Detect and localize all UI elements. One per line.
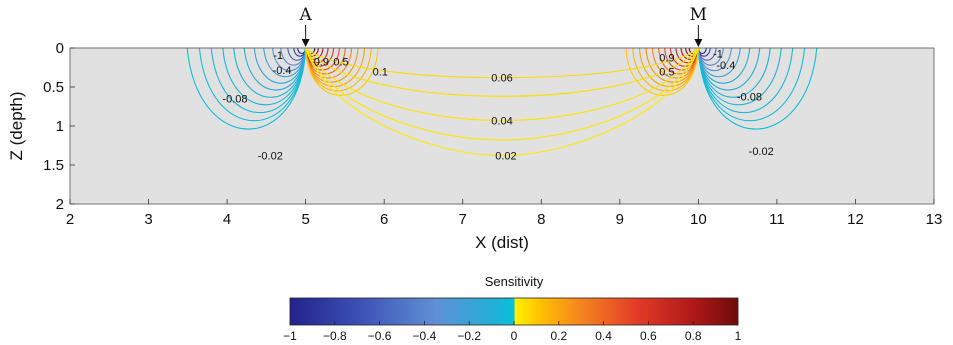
y-axis-ticks: 0 0.5 1 1.5 2 bbox=[43, 40, 75, 213]
contour-label: -0.08 bbox=[222, 94, 247, 106]
y-tick-label: 1 bbox=[56, 118, 64, 135]
contour-line-bridge bbox=[305, 48, 699, 157]
contour-label: -1 bbox=[713, 48, 723, 60]
contour-line-m-negative bbox=[697, 48, 818, 130]
contour-line-bridge bbox=[305, 48, 699, 122]
y-tick-label: 0.5 bbox=[43, 79, 64, 96]
colorbar-tick-label: −0.6 bbox=[368, 329, 392, 343]
electrode-label: M bbox=[690, 5, 707, 25]
colorbar bbox=[289, 297, 739, 326]
electrode-label: A bbox=[298, 5, 312, 25]
contour-label: -1 bbox=[273, 50, 283, 62]
contour-line-a-negative bbox=[233, 48, 307, 98]
x-tick-label: 11 bbox=[769, 211, 785, 228]
electrode-arrow-head bbox=[694, 39, 703, 47]
contour-labels: -0.02-0.08-0.4-10.9 0.50.10.060.040.020.9… bbox=[222, 48, 773, 162]
contour-label: -0.08 bbox=[737, 91, 762, 103]
x-tick-label: 5 bbox=[301, 211, 309, 228]
contour-line-m-negative bbox=[697, 48, 761, 91]
x-tick-label: 4 bbox=[223, 211, 231, 228]
y-tick-label: 1.5 bbox=[43, 157, 64, 174]
contour-label: 0.1 bbox=[373, 66, 388, 78]
contour-line-m-positive bbox=[625, 48, 699, 96]
contour-label: 0.5 bbox=[659, 66, 674, 78]
colorbar-tick-label: −0.8 bbox=[323, 329, 347, 343]
colorbar-ticks: −1 −0.8 −0.6 −0.4 −0.2 0 0.2 0.4 0.6 0.8 1 bbox=[283, 321, 742, 343]
x-axis-ticks: 2 3 4 5 6 7 8 9 10 11 12 13 bbox=[66, 199, 943, 228]
x-axis-label: X (dist) bbox=[475, 233, 529, 252]
x-tick-label: 3 bbox=[144, 211, 152, 228]
x-tick-label: 10 bbox=[690, 211, 707, 228]
contour-label: -0.02 bbox=[749, 146, 774, 158]
y-tick-label: 2 bbox=[56, 196, 64, 213]
contour-label: 0.5 bbox=[333, 56, 348, 68]
colorbar-tick-label: 0.8 bbox=[685, 329, 702, 343]
contour-label: 0.04 bbox=[491, 116, 512, 128]
x-tick-label: 7 bbox=[459, 211, 467, 228]
y-axis-label: Z (depth) bbox=[7, 92, 26, 161]
colorbar-tick-label: 0.4 bbox=[595, 329, 612, 343]
colorbar-tick-label: 0.2 bbox=[550, 329, 567, 343]
colorbar-tick-label: 0.6 bbox=[640, 329, 657, 343]
contour-line-m-negative bbox=[697, 48, 771, 98]
colorbar-tick-label: −0.4 bbox=[413, 329, 437, 343]
contour-line-bridge bbox=[305, 48, 699, 79]
x-tick-label: 8 bbox=[537, 211, 545, 228]
contour-line-a-negative bbox=[186, 48, 307, 130]
contour-line-m-negative bbox=[697, 48, 782, 106]
contour-line-bridge bbox=[305, 48, 699, 97]
y-tick-label: 0 bbox=[56, 40, 64, 57]
x-tick-label: 12 bbox=[847, 211, 864, 228]
colorbar-tick-label: 0 bbox=[511, 329, 518, 343]
colorbar-tick-label: 1 bbox=[735, 329, 742, 343]
contour-line-a-positive bbox=[305, 48, 379, 96]
x-tick-label: 6 bbox=[380, 211, 388, 228]
contour-label: -0.4 bbox=[716, 60, 735, 72]
x-tick-label: 2 bbox=[66, 211, 74, 228]
contour-label: 0.9 bbox=[659, 52, 674, 64]
contour-label: 0.06 bbox=[491, 73, 512, 85]
contour-label: -0.02 bbox=[258, 151, 283, 163]
colorbar-tick-label: −0.2 bbox=[457, 329, 481, 343]
x-tick-label: 13 bbox=[926, 211, 943, 228]
x-tick-label: 9 bbox=[616, 211, 624, 228]
contour-label: -0.4 bbox=[273, 65, 292, 77]
contour-line-a-negative bbox=[198, 48, 307, 122]
colorbar-title: Sensitivity bbox=[485, 274, 544, 289]
contour-line-m-negative bbox=[697, 48, 806, 122]
plot-area bbox=[70, 48, 934, 204]
electrode-arrow-head bbox=[301, 39, 310, 47]
contour-line-a-negative bbox=[222, 48, 307, 106]
contour-line-a-negative bbox=[243, 48, 307, 91]
contour-label: 0.9 bbox=[314, 56, 329, 68]
colorbar-tick-label: −1 bbox=[283, 329, 297, 343]
contour-label: 0.02 bbox=[495, 151, 516, 163]
contour-lines bbox=[186, 48, 818, 157]
contour-line-bridge bbox=[305, 48, 699, 141]
